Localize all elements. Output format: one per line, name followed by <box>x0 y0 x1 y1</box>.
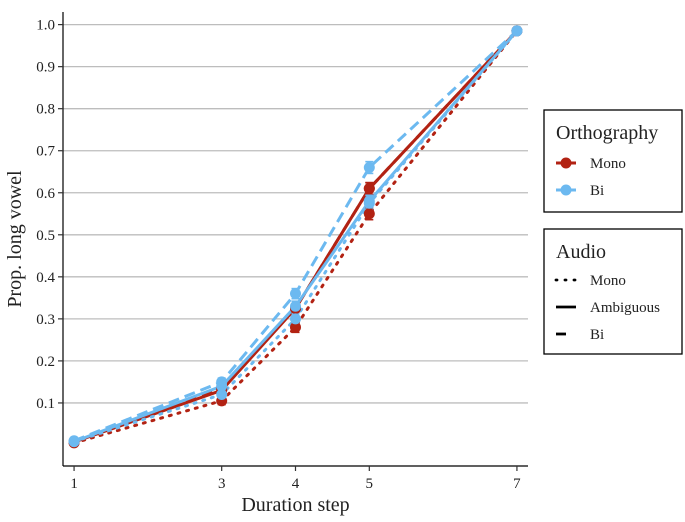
x-axis-title: Duration step <box>241 494 349 516</box>
legend-label-1-2: Bi <box>590 327 604 343</box>
legend-label-1-1: Ambiguous <box>590 300 660 316</box>
data-point-5-0 <box>68 435 80 447</box>
legend-label-0-0: Mono <box>590 156 626 172</box>
data-point-3-1 <box>216 389 228 401</box>
y-tick-label-0.4: 0.4 <box>36 270 55 286</box>
legend-box-1 <box>543 228 683 355</box>
series-line-5 <box>73 29 518 443</box>
legend-label-0-1: Bi <box>590 183 604 199</box>
y-tick-label-0.1: 0.1 <box>36 396 55 412</box>
x-tick-label-1: 1 <box>70 476 78 492</box>
legend-title-1: Audio <box>556 241 606 263</box>
axes: 0.1 0.2 0.3 0.4 0.5 0.6 0.7 0.8 0.9 1.0 1 3 4 5 7 Durat… <box>4 12 528 516</box>
x-tick-label-5: 5 <box>366 476 374 492</box>
y-tick-label-0.3: 0.3 <box>36 312 55 328</box>
legend-label-1-0: Mono <box>590 273 626 289</box>
x-tick-label-3: 3 <box>218 476 226 492</box>
series-line-0 <box>72 29 519 445</box>
legend-key-point-0-1 <box>560 184 572 196</box>
data-points <box>68 25 523 449</box>
data-point-4-3 <box>363 195 375 207</box>
x-tick-label-7: 7 <box>513 476 521 492</box>
data-point-0-2 <box>290 321 301 333</box>
series-lines <box>72 29 519 445</box>
data-point-5-3 <box>363 162 375 174</box>
y-axis-title: Prop. long vowel <box>4 170 26 308</box>
data-point-5-2 <box>290 288 301 300</box>
x-tick-label-4: 4 <box>292 476 300 492</box>
gridlines <box>63 23 528 404</box>
data-point-5-1 <box>216 376 228 388</box>
data-point-3-2 <box>290 313 301 325</box>
y-tick-label-0.7: 0.7 <box>36 144 55 160</box>
legend-key-point-0-0 <box>560 157 572 169</box>
data-point-0-3 <box>363 208 375 220</box>
y-tick-label-0.6: 0.6 <box>36 186 55 202</box>
y-tick-label-0.2: 0.2 <box>36 354 55 370</box>
legend: Orthography Mono Bi Audio Mono Ambiguous Bi <box>543 109 683 355</box>
data-point-2-3 <box>363 183 375 195</box>
y-tick-label-0.5: 0.5 <box>36 228 55 244</box>
y-tick-label-0.9: 0.9 <box>36 60 55 76</box>
data-point-5-4 <box>511 25 523 37</box>
y-tick-label-1.0: 1.0 <box>36 18 55 34</box>
y-tick-label-0.8: 0.8 <box>36 102 55 118</box>
data-point-4-2 <box>290 300 301 312</box>
legend-title-0: Orthography <box>556 122 658 144</box>
